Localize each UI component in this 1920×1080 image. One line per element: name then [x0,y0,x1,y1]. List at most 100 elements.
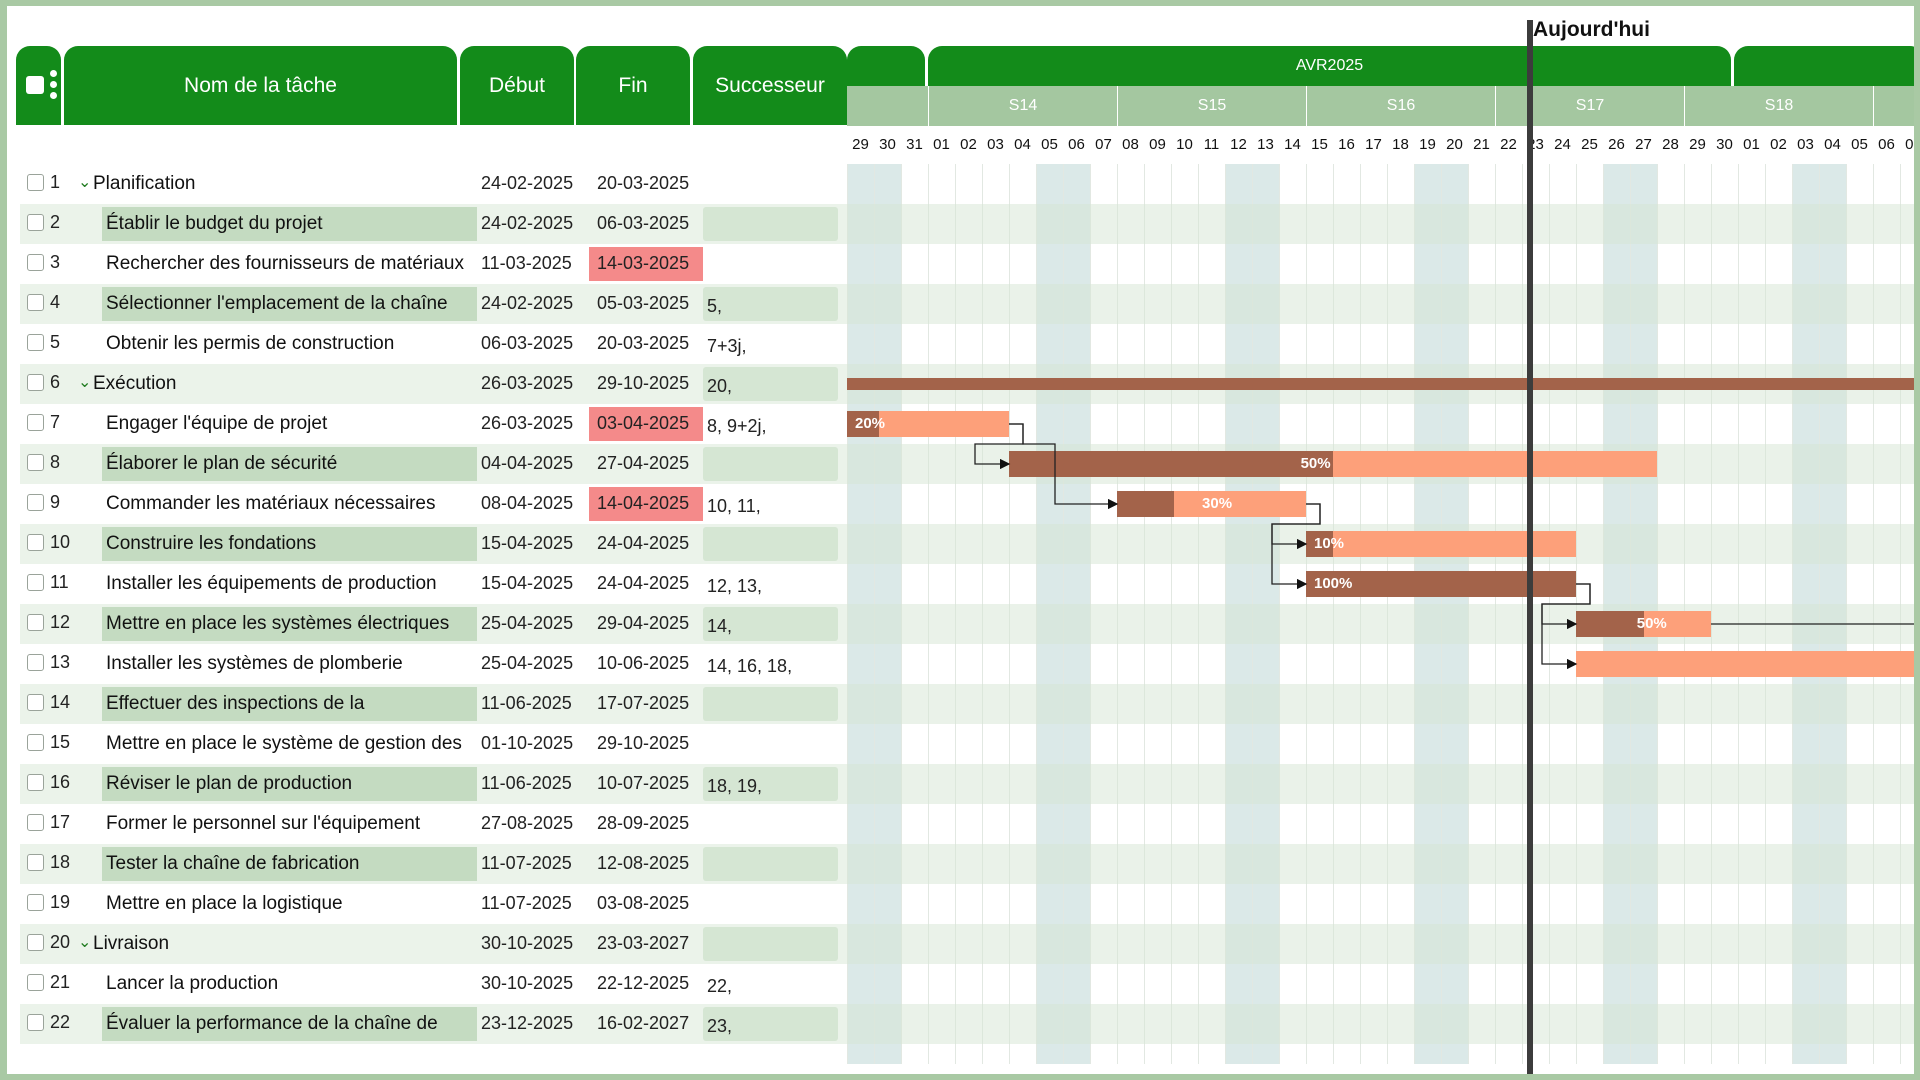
task-start[interactable]: 15-04-2025 [481,573,574,593]
task-row[interactable]: 8 Élaborer le plan de sécurité 04-04-2025 2… [20,444,847,484]
task-end[interactable]: 03-04-2025 [589,407,703,441]
task-name[interactable]: Installer les équipements de production [106,573,437,594]
column-header-start[interactable]: Début [460,46,574,125]
task-end[interactable]: 17-07-2025 [597,693,690,713]
task-name[interactable]: Exécution [93,373,177,394]
task-name[interactable]: Établir le budget du projet [102,207,477,241]
row-checkbox[interactable] [27,214,44,231]
task-successor[interactable]: 14, [703,607,838,641]
task-start[interactable]: 15-04-2025 [481,533,574,553]
task-row[interactable]: 2 Établir le budget du projet 24-02-2025 06… [20,204,847,244]
task-end[interactable]: 23-03-2027 [597,933,690,953]
task-end[interactable]: 12-08-2025 [597,853,690,873]
task-start[interactable]: 24-02-2025 [481,293,574,313]
task-name[interactable]: Évaluer la performance de la chaîne de [102,1007,477,1041]
task-name[interactable]: Effectuer des inspections de la [102,687,477,721]
task-name[interactable]: Lancer la production [106,973,279,994]
task-row[interactable]: 9 Commander les matériaux nécessaires 08-0… [20,484,847,524]
task-successor[interactable]: 20, [703,367,838,401]
task-bar[interactable]: 20% [847,411,1009,437]
row-checkbox[interactable] [27,454,44,471]
task-end[interactable]: 05-03-2025 [597,293,690,313]
task-start[interactable]: 24-02-2025 [481,173,574,193]
collapse-chevron-icon[interactable]: ⌄ [78,174,92,191]
task-successor[interactable]: 12, 13, [707,576,763,596]
task-successor[interactable]: 22, [707,976,733,996]
summary-bar[interactable] [847,378,1914,390]
task-successor[interactable] [703,927,838,961]
task-start[interactable]: 11-06-2025 [481,773,572,793]
task-end[interactable]: 28-09-2025 [597,813,690,833]
row-checkbox[interactable] [27,934,44,951]
row-checkbox[interactable] [27,654,44,671]
collapse-chevron-icon[interactable]: ⌄ [78,934,92,951]
task-end[interactable]: 20-03-2025 [597,333,690,353]
task-start[interactable]: 01-10-2025 [481,733,574,753]
task-row[interactable]: 13 Installer les systèmes de plomberie 25-… [20,644,847,684]
task-start[interactable]: 26-03-2025 [481,413,574,433]
row-checkbox[interactable] [27,1014,44,1031]
task-row[interactable]: 15 Mettre en place le système de gestion … [20,724,847,764]
task-successor[interactable]: 5, [703,287,838,321]
column-menu-icon[interactable] [50,70,58,102]
task-end[interactable]: 29-10-2025 [597,373,690,393]
task-start[interactable]: 06-03-2025 [481,333,574,353]
task-start[interactable]: 23-12-2025 [481,1013,574,1033]
task-row[interactable]: 20 ⌄ Livraison 30-10-2025 23-03-2027 [20,924,847,964]
task-successor[interactable] [703,807,838,841]
task-end[interactable]: 14-03-2025 [589,247,703,281]
task-successor[interactable]: 8, 9+2j, [707,416,767,436]
task-end[interactable]: 20-03-2025 [597,173,690,193]
task-end[interactable]: 06-03-2025 [597,213,690,233]
task-end[interactable]: 29-10-2025 [597,733,690,753]
column-header-end[interactable]: Fin [576,46,690,125]
task-start[interactable]: 30-10-2025 [481,933,574,953]
task-name[interactable]: Mettre en place la logistique [106,893,343,914]
task-name[interactable]: Engager l'équipe de projet [106,413,328,434]
task-name[interactable]: Obtenir les permis de construction [106,333,395,354]
task-successor[interactable] [703,447,838,481]
task-end[interactable]: 24-04-2025 [597,573,690,593]
select-all-checkbox[interactable] [26,76,44,94]
task-start[interactable]: 11-07-2025 [481,893,572,913]
task-end[interactable]: 22-12-2025 [597,973,690,993]
task-row[interactable]: 16 Réviser le plan de production 11-06-202… [20,764,847,804]
task-name[interactable]: Commander les matériaux nécessaires [106,493,436,514]
row-checkbox[interactable] [27,174,44,191]
task-row[interactable]: 22 Évaluer la performance de la chaîne de… [20,1004,847,1044]
task-successor[interactable]: 7+3j, [707,336,747,356]
row-checkbox[interactable] [27,534,44,551]
task-successor[interactable] [703,207,838,241]
task-start[interactable]: 30-10-2025 [481,973,574,993]
task-successor[interactable]: 10, 11, [707,496,761,516]
task-end[interactable]: 29-04-2025 [597,613,690,633]
row-checkbox[interactable] [27,254,44,271]
task-successor[interactable] [703,687,838,721]
task-name[interactable]: Tester la chaîne de fabrication [102,847,477,881]
task-row[interactable]: 3 Rechercher des fournisseurs de matériau… [20,244,847,284]
task-name[interactable]: Planification [93,173,196,194]
task-row[interactable]: 14 Effectuer des inspections de la 11-06-2… [20,684,847,724]
task-start[interactable]: 25-04-2025 [481,653,574,673]
task-name[interactable]: Former le personnel sur l'équipement [106,813,421,834]
task-row[interactable]: 12 Mettre en place les systèmes électriqu… [20,604,847,644]
task-end[interactable]: 03-08-2025 [597,893,690,913]
task-name[interactable]: Mettre en place les systèmes électriques [102,607,477,641]
collapse-chevron-icon[interactable]: ⌄ [78,374,92,391]
task-successor[interactable]: 18, 19, [703,767,838,801]
row-checkbox[interactable] [27,734,44,751]
task-bar[interactable]: 30% [1117,491,1306,517]
task-row[interactable]: 4 Sélectionner l'emplacement de la chaîne… [20,284,847,324]
task-successor[interactable]: 23, [703,1007,838,1041]
task-row[interactable]: 17 Former le personnel sur l'équipement 27… [20,804,847,844]
task-start[interactable]: 11-06-2025 [481,693,572,713]
task-successor[interactable] [703,527,838,561]
row-checkbox[interactable] [27,894,44,911]
task-name[interactable]: Rechercher des fournisseurs de matériaux [106,253,465,274]
task-successor[interactable] [703,167,838,201]
task-row[interactable]: 19 Mettre en place la logistique 11-07-202… [20,884,847,924]
task-successor[interactable] [703,887,838,921]
task-start[interactable]: 11-03-2025 [481,253,572,273]
task-name[interactable]: Livraison [93,933,170,954]
task-name[interactable]: Élaborer le plan de sécurité [102,447,477,481]
